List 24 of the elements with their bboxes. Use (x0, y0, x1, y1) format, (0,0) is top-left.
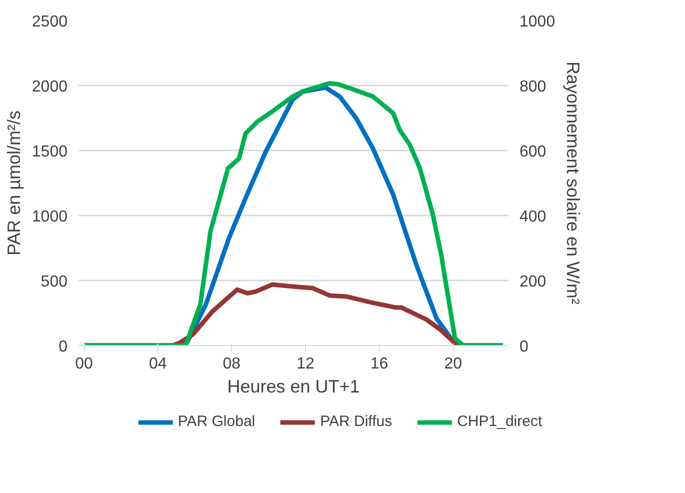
y2-axis-title: Rayonnement solaire en W/m² (563, 61, 584, 305)
y2-tick-label: 800 (520, 78, 546, 96)
x-tick-label: 20 (444, 356, 462, 372)
y-tick-label: 1000 (32, 208, 68, 226)
legend-label: PAR Diffus (320, 413, 392, 430)
y-tick-label: 500 (40, 274, 68, 290)
x-tick-label: 12 (296, 356, 314, 372)
y2-tick-label: 1000 (520, 14, 556, 30)
x-axis-title: Heures en UT+1 (227, 376, 360, 396)
y-tick-label: 0 (58, 338, 68, 356)
x-tick-label: 16 (370, 356, 388, 372)
y-tick-label: 2500 (32, 14, 68, 30)
y-axis-title: PAR en µmol/m²/s (4, 110, 24, 256)
x-tick-label: 00 (75, 356, 94, 372)
y-tick-label: 1500 (32, 144, 68, 160)
x-tick-label: 04 (148, 356, 167, 372)
y-tick-label: 2000 (32, 78, 68, 96)
legend-label: CHP1_direct (457, 413, 542, 430)
y2-tick-label: 0 (520, 338, 528, 356)
y2-tick-label: 600 (520, 144, 546, 160)
y2-tick-label: 200 (520, 274, 546, 290)
legend-label: PAR Global (178, 413, 256, 430)
x-tick-label: 08 (222, 356, 241, 372)
y2-tick-label: 400 (520, 208, 546, 226)
